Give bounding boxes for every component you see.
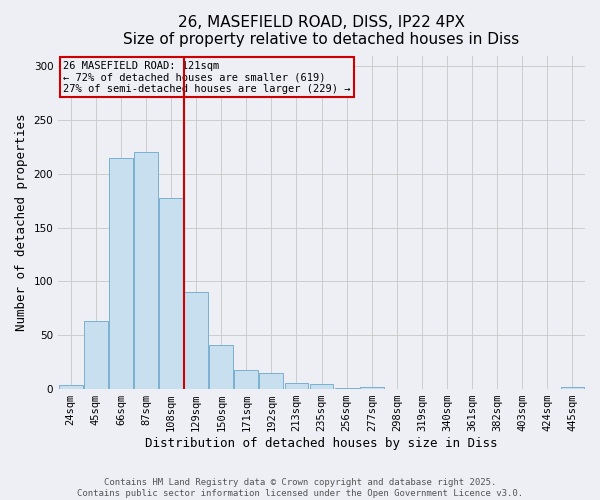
Bar	[109, 158, 133, 389]
Title: 26, MASEFIELD ROAD, DISS, IP22 4PX
Size of property relative to detached houses : 26, MASEFIELD ROAD, DISS, IP22 4PX Size …	[124, 15, 520, 48]
Bar	[184, 292, 208, 389]
Bar	[134, 152, 158, 389]
Bar	[284, 382, 308, 389]
Bar	[310, 384, 334, 389]
Bar	[335, 388, 359, 389]
Bar	[209, 345, 233, 389]
X-axis label: Distribution of detached houses by size in Diss: Distribution of detached houses by size …	[145, 437, 498, 450]
Bar	[259, 373, 283, 389]
Text: 26 MASEFIELD ROAD: 121sqm
← 72% of detached houses are smaller (619)
27% of semi: 26 MASEFIELD ROAD: 121sqm ← 72% of detac…	[64, 60, 351, 94]
Bar	[84, 322, 108, 389]
Bar	[360, 387, 383, 389]
Y-axis label: Number of detached properties: Number of detached properties	[15, 114, 28, 331]
Text: Contains HM Land Registry data © Crown copyright and database right 2025.
Contai: Contains HM Land Registry data © Crown c…	[77, 478, 523, 498]
Bar	[59, 385, 83, 389]
Bar	[560, 387, 584, 389]
Bar	[159, 198, 183, 389]
Bar	[235, 370, 258, 389]
